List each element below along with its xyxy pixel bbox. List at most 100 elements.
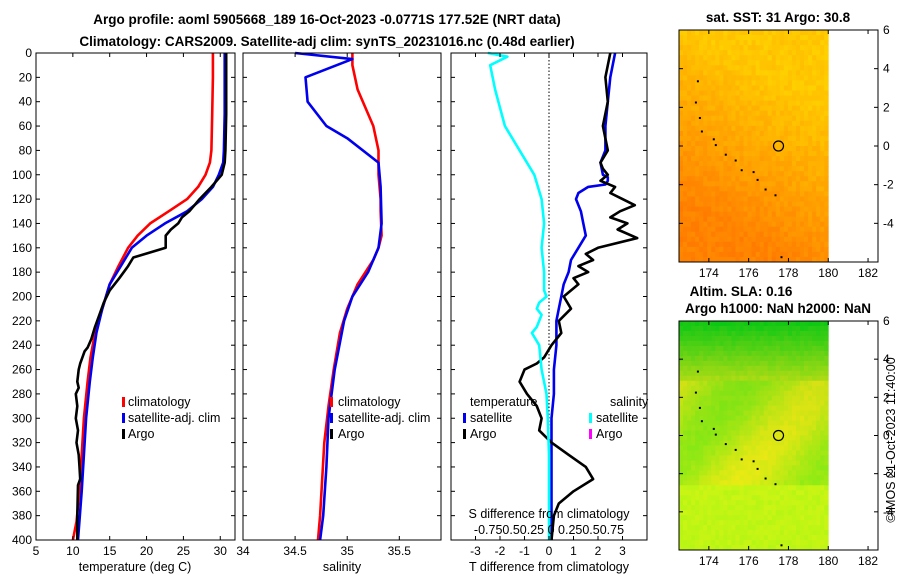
map-cell — [759, 321, 765, 327]
map-cell — [779, 176, 785, 182]
map-cell — [820, 226, 825, 233]
map-cell — [783, 321, 789, 327]
map-cell — [759, 370, 765, 377]
map-cell — [715, 515, 720, 521]
map-cell — [739, 45, 744, 51]
map-cell — [707, 405, 712, 412]
x-tick-label: 176 — [739, 266, 759, 280]
map-cell — [743, 146, 748, 152]
map-cell — [695, 100, 700, 107]
map-cell — [779, 490, 785, 496]
map-cell — [703, 420, 708, 426]
island-marker — [694, 101, 697, 104]
map-cell — [691, 146, 696, 152]
map-cell — [715, 221, 720, 228]
map-cell — [679, 65, 684, 71]
map-cell — [800, 146, 805, 152]
map-cell — [824, 405, 829, 412]
map-cell — [812, 95, 817, 102]
map-cell — [751, 395, 757, 402]
map-cell — [687, 545, 692, 551]
map-cell — [763, 216, 769, 223]
map-cell — [787, 330, 793, 337]
map-cell — [731, 380, 736, 387]
map-cell — [820, 321, 825, 327]
map-cell — [735, 425, 740, 431]
map-cell — [751, 485, 757, 491]
map-cell — [763, 505, 769, 511]
map-cell — [779, 75, 785, 81]
map-cell — [816, 530, 821, 536]
map-cell — [735, 80, 740, 86]
map-cell — [699, 95, 704, 102]
map-cell — [715, 75, 720, 81]
map-cell — [683, 30, 688, 36]
map-cell — [739, 115, 744, 122]
map-cell — [679, 166, 684, 172]
map-cell — [808, 226, 813, 233]
map-cell — [824, 470, 829, 476]
map-cell — [812, 161, 817, 167]
map-cell — [767, 510, 773, 516]
map-cell — [824, 246, 829, 253]
map-cell — [767, 545, 773, 551]
map-cell — [755, 410, 761, 416]
map-cell — [723, 480, 728, 486]
map-cell — [679, 420, 684, 426]
map-cell — [695, 221, 700, 228]
map-cell — [791, 75, 797, 81]
map-cell — [715, 405, 720, 412]
map-cell — [683, 251, 688, 258]
map-cell — [731, 430, 736, 436]
island-marker — [780, 544, 783, 547]
map-cell — [719, 475, 724, 481]
map-cell — [683, 120, 688, 127]
map-cell — [727, 181, 732, 187]
map-cell — [719, 375, 724, 382]
map-cell — [787, 540, 793, 546]
map-cell — [779, 445, 785, 451]
map-cell — [816, 520, 821, 526]
map-cell — [727, 256, 732, 263]
map-cell — [779, 161, 785, 167]
map-cell — [739, 241, 744, 248]
map-cell — [719, 460, 724, 466]
map-cell — [775, 70, 781, 76]
map-cell — [731, 400, 736, 407]
map-cell — [743, 246, 748, 253]
map-cell — [719, 130, 724, 137]
map-cell — [707, 256, 712, 263]
map-cell — [816, 485, 821, 491]
map-cell — [683, 330, 688, 337]
map-cell — [735, 405, 740, 412]
map-cell — [771, 545, 777, 551]
map-cell — [816, 321, 821, 327]
map-cell — [812, 340, 817, 347]
island-marker — [714, 144, 717, 147]
map-cell — [800, 425, 805, 431]
map-cell — [787, 176, 793, 182]
map-cell — [779, 40, 785, 46]
map-cell — [812, 151, 817, 157]
map-cell — [791, 335, 797, 342]
map-cell — [731, 420, 736, 426]
map-cell — [800, 60, 805, 66]
x-tick-label: 10 — [66, 544, 80, 558]
map-cell — [703, 241, 708, 248]
map-cell — [816, 420, 821, 426]
map-cell — [759, 380, 765, 387]
map-cell — [731, 221, 736, 228]
map-cell — [775, 135, 781, 142]
map-cell — [751, 440, 757, 446]
map-cell — [699, 375, 704, 382]
map-cell — [787, 415, 793, 421]
map-cell — [812, 490, 817, 496]
map-cell — [816, 500, 821, 506]
map-cell — [695, 440, 700, 446]
map-cell — [743, 410, 748, 416]
map-cell — [816, 330, 821, 337]
map-cell — [763, 55, 769, 61]
map-cell — [816, 95, 821, 102]
map-cell — [820, 500, 825, 506]
map-cell — [711, 450, 716, 456]
